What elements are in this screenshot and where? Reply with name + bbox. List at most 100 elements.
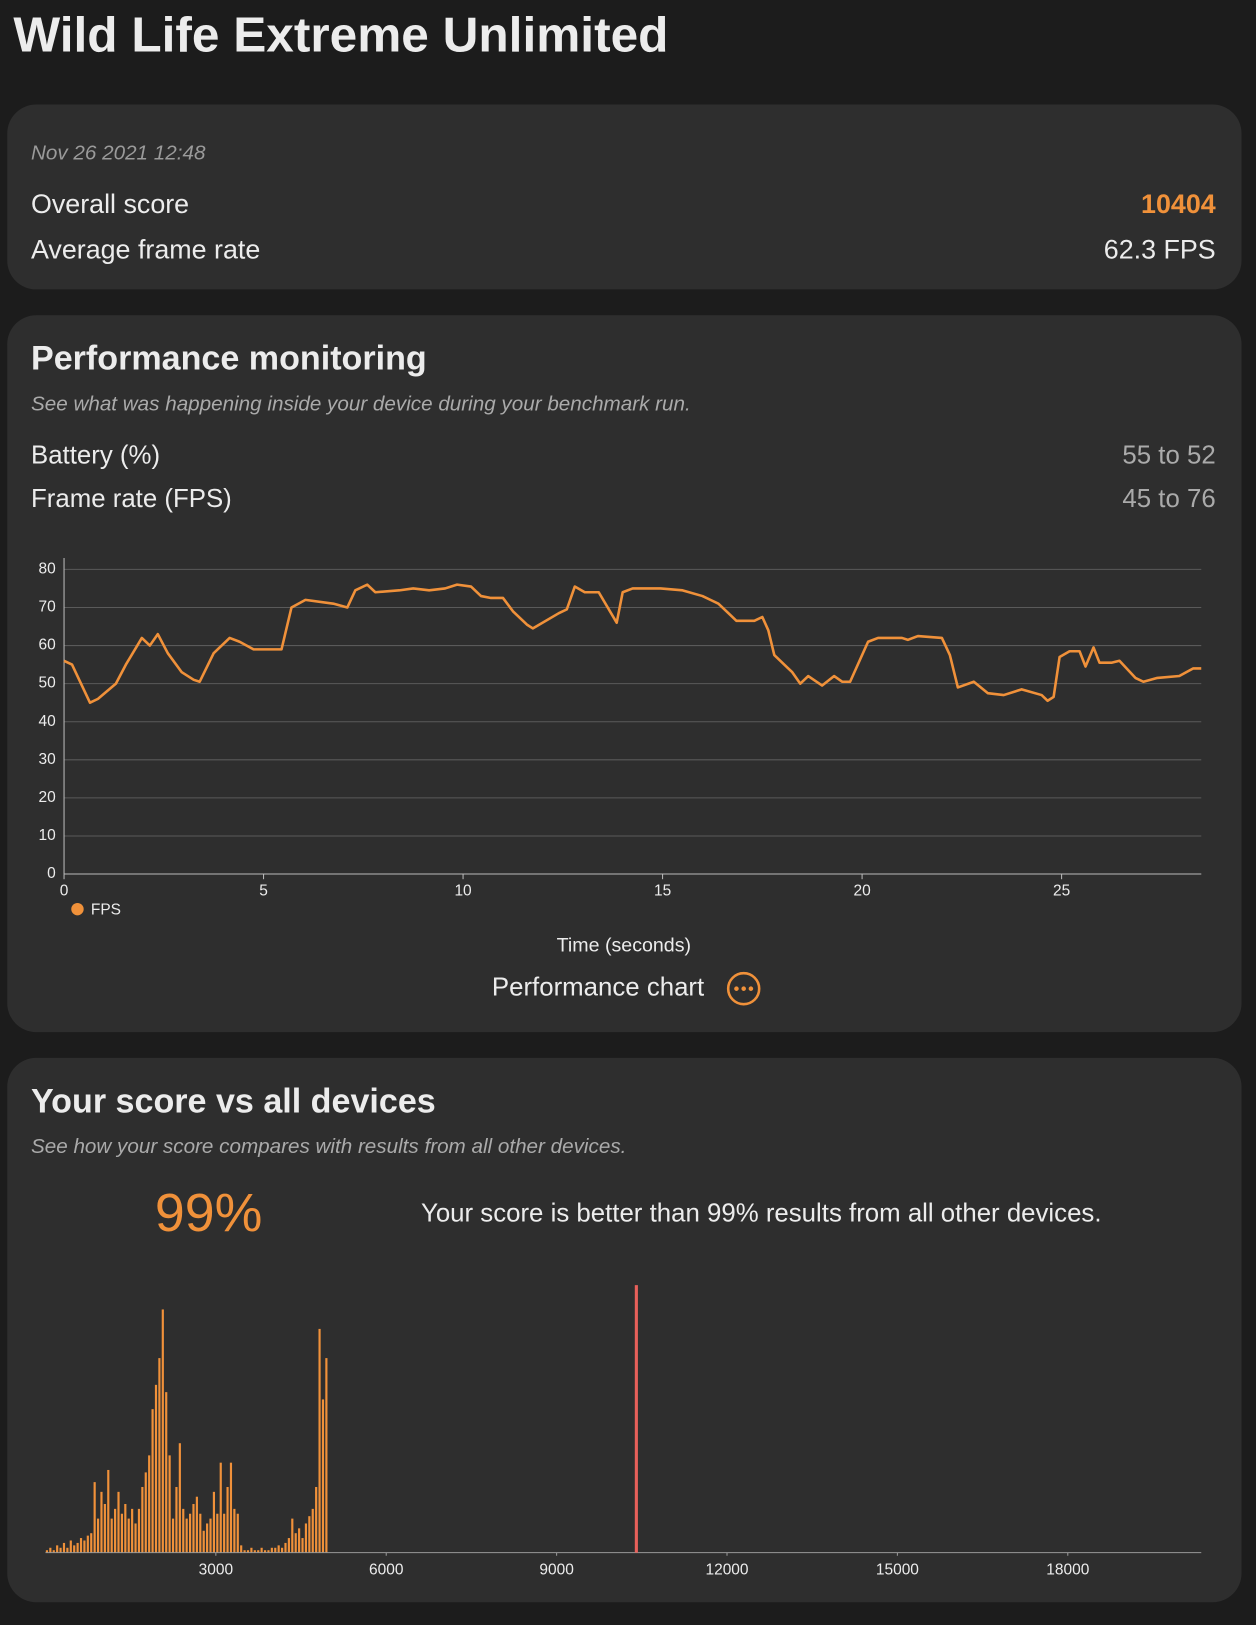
x-tick-label: 20	[853, 883, 870, 900]
comparison-text: Your score is better than 99% results fr…	[421, 1200, 1102, 1228]
value: 55 to 52	[1122, 442, 1215, 470]
histogram-bar	[325, 1358, 328, 1553]
date: Nov 26 2021 12:48	[31, 142, 206, 165]
performance-card	[7, 315, 1242, 1033]
histogram-bar	[124, 1504, 127, 1553]
histogram-bar	[171, 1518, 175, 1553]
value: 62.3 FPS	[1104, 234, 1216, 264]
histogram-bar	[110, 1518, 113, 1553]
histogram-bar	[52, 1550, 55, 1553]
histogram-bar	[158, 1358, 161, 1553]
histogram-bar	[298, 1528, 301, 1553]
x-axis-label: Time (seconds)	[557, 935, 691, 957]
histogram-bar	[76, 1542, 79, 1553]
histogram-bar	[291, 1518, 294, 1553]
dot	[734, 986, 739, 991]
histogram-bar	[69, 1540, 72, 1553]
histogram-bar	[253, 1550, 256, 1553]
histogram-bar	[260, 1547, 263, 1553]
value: 45 to 76	[1122, 485, 1215, 513]
histogram-bar	[66, 1547, 69, 1553]
histogram-bar	[315, 1486, 318, 1553]
histogram-bar	[223, 1513, 226, 1553]
y-tick-label: 50	[39, 675, 56, 692]
page-title: Wild Life Extreme Unlimited	[13, 7, 668, 63]
histogram-bar	[73, 1545, 76, 1553]
x-tick-label: 5	[259, 883, 268, 900]
subtitle: See what was happening inside your devic…	[31, 393, 691, 416]
histogram-bar	[83, 1540, 86, 1553]
histogram-bar	[161, 1309, 164, 1553]
y-tick-label: 0	[47, 865, 56, 882]
summary-card	[7, 104, 1242, 290]
histogram-bar	[49, 1547, 52, 1553]
comparison-card	[7, 1057, 1242, 1603]
histogram-bar	[86, 1535, 89, 1553]
histogram-bar	[284, 1542, 287, 1553]
histogram-bar	[243, 1550, 246, 1553]
section-title: Performance monitoring	[31, 340, 427, 378]
histogram-bar	[79, 1538, 83, 1553]
label: Frame rate (FPS)	[31, 485, 232, 513]
x-tick-label: 18000	[1046, 1561, 1089, 1578]
histogram-bar	[318, 1328, 321, 1553]
histogram-bar	[308, 1516, 311, 1553]
histogram-bar	[246, 1550, 250, 1553]
x-tick-label: 15000	[876, 1561, 919, 1578]
histogram-bar	[93, 1482, 96, 1553]
histogram-bar	[188, 1513, 192, 1553]
y-tick-label: 60	[39, 637, 56, 654]
histogram-bar	[178, 1443, 181, 1553]
y-tick-label: 80	[39, 560, 56, 577]
histogram-bar	[311, 1508, 314, 1553]
histogram-bar	[103, 1504, 106, 1553]
histogram-bar	[168, 1455, 171, 1553]
button-circle[interactable]	[726, 971, 761, 1006]
histogram-bar	[165, 1392, 168, 1553]
percentile: 99%	[155, 1183, 263, 1243]
histogram-bar	[195, 1496, 198, 1553]
x-tick-label: 3000	[199, 1561, 233, 1578]
histogram-bar	[301, 1538, 304, 1553]
histogram-bar	[182, 1508, 185, 1553]
x-tick-label: 12000	[705, 1561, 748, 1578]
label: Battery (%)	[31, 442, 160, 470]
histogram-bar	[96, 1518, 100, 1553]
histogram-bar	[127, 1518, 130, 1553]
histogram-bar	[321, 1399, 325, 1553]
histogram-bar	[219, 1462, 222, 1553]
fps-line	[63, 583, 1202, 704]
histogram-bar	[257, 1550, 260, 1553]
histogram-bar	[45, 1550, 49, 1553]
histogram-bar	[175, 1486, 178, 1553]
subtitle: See how your score compares with results…	[31, 1135, 626, 1158]
histogram-bar	[114, 1508, 117, 1553]
histogram-bar	[62, 1542, 66, 1553]
histogram-bar	[151, 1409, 154, 1553]
y-tick-label: 70	[39, 599, 56, 616]
histogram-bar	[209, 1518, 212, 1553]
x-tick-label: 10	[454, 883, 471, 900]
dot	[741, 986, 746, 991]
more-button[interactable]	[726, 971, 761, 1006]
histogram-bar	[144, 1472, 147, 1553]
x-tick-label: 0	[60, 883, 69, 900]
histogram-bar	[250, 1547, 253, 1553]
histogram-bar	[90, 1533, 93, 1553]
y-tick-label: 20	[39, 789, 56, 806]
histogram-bar	[280, 1547, 284, 1553]
x-tick-label: 6000	[369, 1561, 403, 1578]
histogram-bar	[229, 1462, 233, 1553]
histogram-bar	[240, 1545, 243, 1553]
histogram-bar	[274, 1547, 277, 1553]
y-tick-label: 30	[39, 751, 56, 768]
histogram-bar	[199, 1513, 202, 1553]
y-tick-label: 40	[39, 713, 56, 730]
histogram-bar	[185, 1518, 188, 1553]
section-title: Your score vs all devices	[31, 1082, 436, 1120]
button-label[interactable]: Performance chart	[492, 974, 704, 1002]
histogram-bar	[56, 1545, 59, 1553]
histogram-bar	[212, 1491, 216, 1553]
histogram-bar	[192, 1504, 195, 1553]
